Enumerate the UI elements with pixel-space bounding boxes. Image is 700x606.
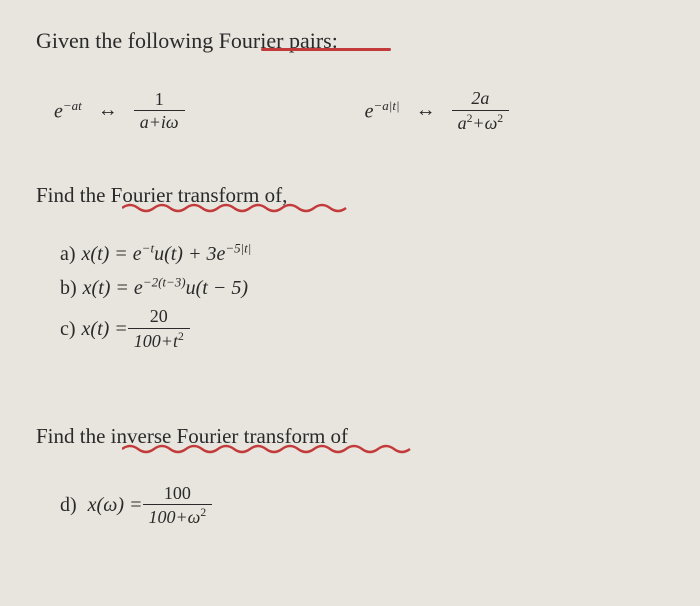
expr-c-prefix: x(t) = xyxy=(82,313,128,345)
expr-a: x(t) = e−tu(t) + 3e−5|t| xyxy=(82,238,252,270)
pair2-num: 2a xyxy=(465,88,495,110)
expr-d-num: 100 xyxy=(158,483,197,505)
problems-list: a) x(t) = e−tu(t) + 3e−5|t| b) x(t) = e−… xyxy=(36,238,664,351)
subheading-forward: Find the Fourier transform of, xyxy=(36,183,664,208)
problem-d: d) x(ω) = 100 100+ω2 xyxy=(36,483,664,528)
wavy-underline-icon xyxy=(122,202,362,214)
pair1-lhs: e−at xyxy=(54,98,82,124)
arrow-icon: ↔ xyxy=(416,99,436,122)
problem-c: c) x(t) = 20 100+t2 xyxy=(60,306,664,351)
heading: Given the following Fourier pairs: xyxy=(36,28,664,54)
subheading-inverse: Find the inverse Fourier transform of xyxy=(36,424,664,449)
expr-d-prefix: x(ω) = xyxy=(88,494,143,517)
label-b: b) xyxy=(60,272,77,304)
expr-c-num: 20 xyxy=(144,306,174,328)
label-a: a) xyxy=(60,238,76,270)
expr-d-frac: 100 100+ω2 xyxy=(143,483,213,528)
pair1-num: 1 xyxy=(149,89,170,111)
expr-b: x(t) = e−2(t−3)u(t − 5) xyxy=(83,272,248,304)
fourier-pairs-row: e−at ↔ 1 a+iω e−a|t| ↔ 2a a2+ω2 xyxy=(36,88,664,133)
label-d: d) xyxy=(60,494,77,517)
pair-1: e−at ↔ 1 a+iω xyxy=(54,89,185,133)
pair2-lhs: e−a|t| xyxy=(365,98,400,124)
label-c: c) xyxy=(60,313,76,345)
pair2-rhs: 2a a2+ω2 xyxy=(452,88,510,133)
expr-d-den: 100+ω2 xyxy=(143,504,213,528)
heading-underline xyxy=(261,48,391,51)
problem-a: a) x(t) = e−tu(t) + 3e−5|t| xyxy=(60,238,664,270)
pair1-den: a+iω xyxy=(134,110,185,133)
expr-c-den: 100+t2 xyxy=(128,328,190,352)
pair-2: e−a|t| ↔ 2a a2+ω2 xyxy=(365,88,509,133)
expr-c-frac: 20 100+t2 xyxy=(128,306,190,351)
pair1-rhs: 1 a+iω xyxy=(134,89,185,133)
wavy-underline-icon xyxy=(122,443,412,455)
pair2-den: a2+ω2 xyxy=(452,110,510,134)
arrow-icon: ↔ xyxy=(98,99,118,122)
problem-b: b) x(t) = e−2(t−3)u(t − 5) xyxy=(60,272,664,304)
